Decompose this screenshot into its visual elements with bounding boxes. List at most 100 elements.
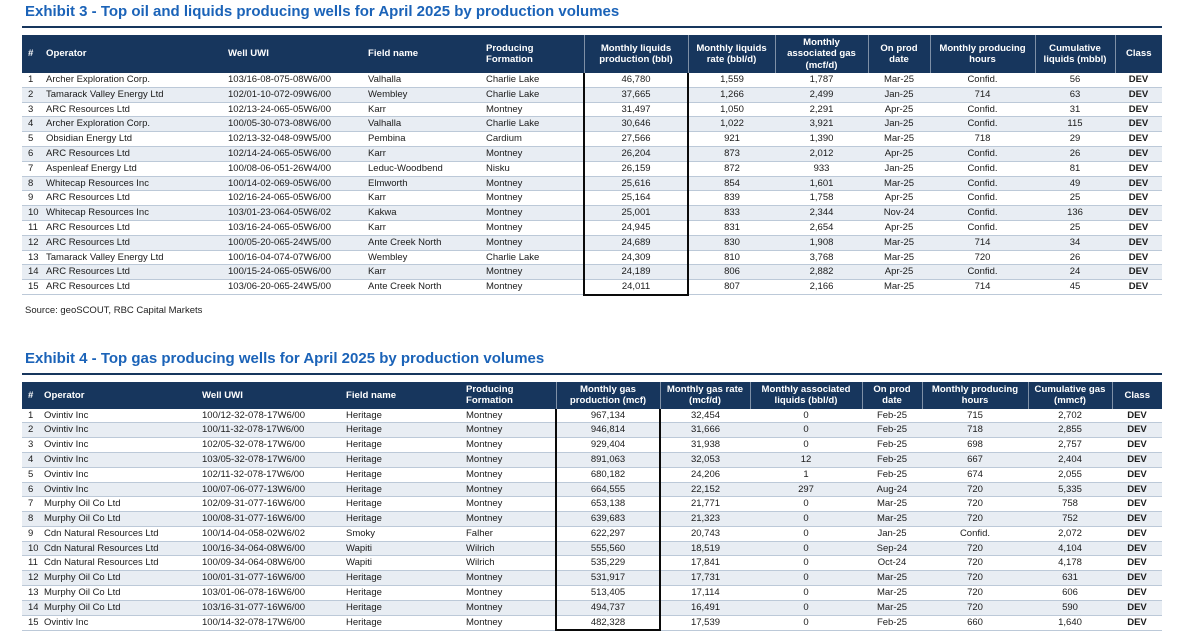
column-header-field-name: Field name <box>362 35 480 73</box>
cell-monthly-producing-hours: Confid. <box>930 176 1035 192</box>
cell-monthly-producing-hours: 714 <box>930 279 1035 296</box>
cell-: 7 <box>22 496 38 513</box>
cell-cumulative-gas-mmcf: 2,757 <box>1028 437 1112 453</box>
cell-on-prod-date: Mar-25 <box>862 570 922 587</box>
exhibit-4-title: Exhibit 4 - Top gas producing wells for … <box>25 349 545 367</box>
cell-: 4 <box>22 116 40 133</box>
cell-monthly-associated-liquids-bbl-d: 0 <box>750 422 862 439</box>
cell-producing-formation: Cardium <box>480 131 584 147</box>
cell-monthly-producing-hours: 720 <box>930 250 1035 266</box>
cell-cumulative-gas-mmcf: 590 <box>1028 600 1112 616</box>
cell-producing-formation: Montney <box>460 600 556 616</box>
cell-monthly-gas-rate-mcf-d: 17,539 <box>660 615 750 631</box>
cell-well-uwi: 103/01-23-064-05W6/02 <box>222 205 362 221</box>
cell-cumulative-liquids-mbbl: 49 <box>1035 176 1115 192</box>
cell-monthly-gas-production-mcf: 664,555 <box>555 482 661 498</box>
cell-monthly-producing-hours: 720 <box>922 511 1028 527</box>
cell-class: DEV <box>1112 511 1162 527</box>
cell-cumulative-liquids-mbbl: 81 <box>1035 161 1115 177</box>
cell-producing-formation: Montney <box>480 235 584 251</box>
cell-field-name: Karr <box>362 220 480 236</box>
cell-monthly-gas-rate-mcf-d: 31,666 <box>660 422 750 439</box>
column-header-class: Class <box>1111 381 1162 409</box>
cell-cumulative-gas-mmcf: 758 <box>1028 496 1112 513</box>
cell-: 15 <box>22 279 40 296</box>
cell-: 14 <box>22 264 40 281</box>
table-row: 9 ARC Resources Ltd 102/16-24-065-05W6/00 K… <box>22 190 1162 207</box>
cell-class: DEV <box>1115 146 1162 162</box>
cell-monthly-producing-hours: Confid. <box>930 102 1035 118</box>
table-row: 10 Cdn Natural Resources Ltd 100/16-34-064… <box>22 541 1162 557</box>
cell-cumulative-liquids-mbbl: 26 <box>1035 250 1115 266</box>
cell-on-prod-date: Feb-25 <box>862 615 922 631</box>
cell-operator: ARC Resources Ltd <box>40 102 222 118</box>
cell-monthly-liquids-rate-bbl-d: 854 <box>688 176 775 192</box>
cell-monthly-gas-rate-mcf-d: 24,206 <box>660 467 750 483</box>
cell-operator: Whitecap Resources Inc <box>40 205 222 221</box>
cell-class: DEV <box>1115 87 1162 103</box>
cell-on-prod-date: Mar-25 <box>862 511 922 527</box>
table-row: 1 Archer Exploration Corp. 103/16-08-075-0… <box>22 72 1162 88</box>
cell-monthly-associated-liquids-bbl-d: 12 <box>750 452 862 468</box>
cell-operator: Archer Exploration Corp. <box>40 116 222 133</box>
cell-well-uwi: 100/14-02-069-05W6/00 <box>222 176 362 192</box>
cell-on-prod-date: Mar-25 <box>862 600 922 616</box>
cell-on-prod-date: Mar-25 <box>868 176 930 192</box>
exhibit-3-section: Exhibit 3 - Top oil and liquids producin… <box>22 3 1162 316</box>
cell-cumulative-liquids-mbbl: 63 <box>1035 87 1115 103</box>
cell-monthly-gas-production-mcf: 622,297 <box>555 526 661 542</box>
column-header-well-uwi: Well UWI <box>222 35 362 73</box>
cell-monthly-associated-liquids-bbl-d: 0 <box>750 541 862 557</box>
cell-monthly-liquids-production-bbl: 30,646 <box>583 116 689 133</box>
cell-class: DEV <box>1112 600 1162 616</box>
table-row: 8 Whitecap Resources Inc 100/14-02-069-05W… <box>22 176 1162 192</box>
cell-monthly-associated-liquids-bbl-d: 297 <box>750 482 862 498</box>
cell-monthly-gas-production-mcf: 555,560 <box>555 541 661 557</box>
cell-: 8 <box>22 176 40 192</box>
exhibit-3-title: Exhibit 3 - Top oil and liquids producin… <box>25 3 620 20</box>
cell-on-prod-date: Feb-25 <box>862 437 922 453</box>
cell-class: DEV <box>1112 408 1162 424</box>
column-header-operator: Operator <box>38 381 196 409</box>
cell-operator: ARC Resources Ltd <box>40 190 222 207</box>
table-row: 3 Ovintiv Inc 102/05-32-078-17W6/00 Heritag… <box>22 437 1162 453</box>
table-row: 3 ARC Resources Ltd 102/13-24-065-05W6/00 K… <box>22 102 1162 118</box>
column-header-on-prod-date: On prod date <box>867 35 930 73</box>
cell-monthly-liquids-production-bbl: 24,189 <box>583 264 689 281</box>
cell-operator: ARC Resources Ltd <box>40 279 222 296</box>
cell-producing-formation: Montney <box>480 102 584 118</box>
cell-on-prod-date: Mar-25 <box>868 235 930 251</box>
cell-monthly-liquids-rate-bbl-d: 806 <box>688 264 775 281</box>
cell-monthly-associated-liquids-bbl-d: 0 <box>750 511 862 527</box>
cell-monthly-gas-rate-mcf-d: 16,491 <box>660 600 750 616</box>
cell-class: DEV <box>1115 205 1162 221</box>
cell-class: DEV <box>1112 526 1162 542</box>
gas-wells-table: # Operator Well UWI Field name Producing For… <box>22 381 1162 632</box>
cell-: 1 <box>22 408 38 424</box>
cell-class: DEV <box>1115 220 1162 236</box>
table-row: 14 Murphy Oil Co Ltd 103/16-31-077-16W6/00… <box>22 600 1162 616</box>
cell-field-name: Pembina <box>362 131 480 147</box>
cell-monthly-gas-production-mcf: 531,917 <box>555 570 661 587</box>
cell-field-name: Heritage <box>340 615 460 631</box>
cell-monthly-producing-hours: 720 <box>922 496 1028 513</box>
cell-cumulative-gas-mmcf: 752 <box>1028 511 1112 527</box>
cell-on-prod-date: Jan-25 <box>868 87 930 103</box>
cell-producing-formation: Montney <box>480 176 584 192</box>
cell-class: DEV <box>1115 72 1162 88</box>
cell-well-uwi: 102/13-32-048-09W5/00 <box>222 131 362 147</box>
source-note: Source: geoSCOUT, RBC Capital Markets <box>25 304 203 316</box>
cell-monthly-liquids-rate-bbl-d: 873 <box>688 146 775 162</box>
cell-monthly-gas-production-mcf: 680,182 <box>555 467 661 483</box>
cell-class: DEV <box>1112 467 1162 483</box>
cell-monthly-liquids-production-bbl: 26,159 <box>583 161 689 177</box>
cell-producing-formation: Charlie Lake <box>480 250 584 266</box>
cell-cumulative-gas-mmcf: 4,178 <box>1028 555 1112 572</box>
cell-on-prod-date: Jan-25 <box>868 116 930 133</box>
cell-: 9 <box>22 526 38 542</box>
cell-cumulative-liquids-mbbl: 34 <box>1035 235 1115 251</box>
cell-operator: Murphy Oil Co Ltd <box>38 600 196 616</box>
cell-: 4 <box>22 452 38 468</box>
cell-well-uwi: 102/14-24-065-05W6/00 <box>222 146 362 162</box>
cell-operator: ARC Resources Ltd <box>40 146 222 162</box>
